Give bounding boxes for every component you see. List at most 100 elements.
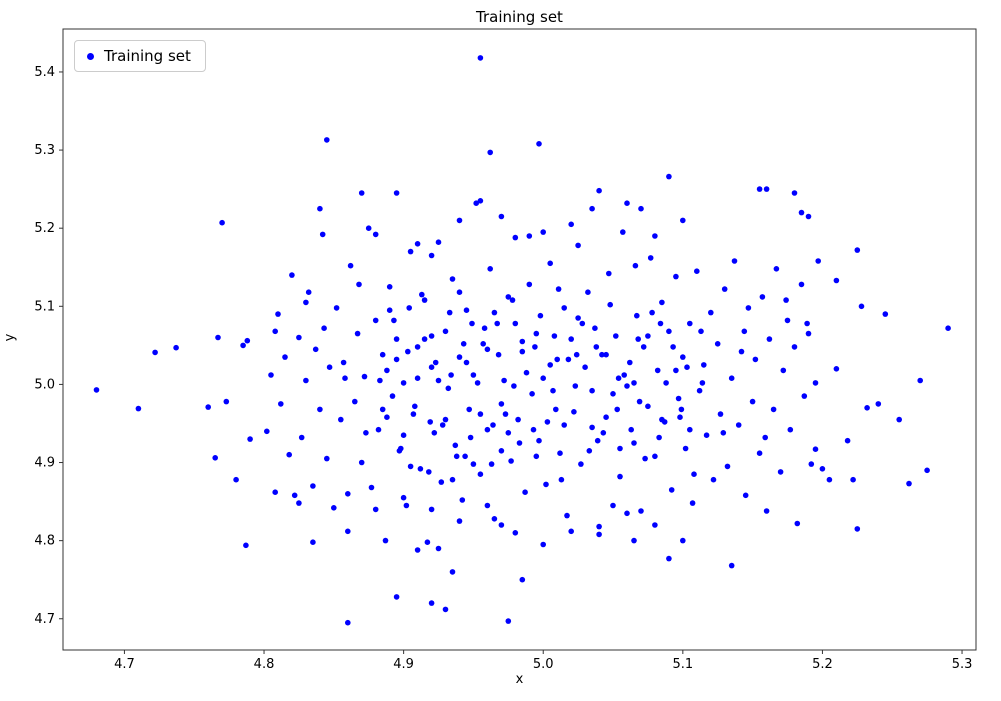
data-point [691,471,697,478]
data-point [652,233,658,239]
data-point [606,270,612,277]
data-point [945,325,951,332]
data-point [536,437,542,444]
data-point [282,354,288,360]
data-point [477,471,484,478]
data-point [642,455,648,462]
data-point [680,217,686,224]
data-point [310,539,316,545]
data-point [345,619,351,626]
data-point [372,317,379,324]
data-point [375,426,382,433]
data-point [763,508,770,514]
data-point [579,320,586,327]
data-point [571,409,577,415]
data-point [498,522,505,528]
data-point [708,309,714,316]
data-point [696,387,703,394]
data-point [812,446,819,453]
data-point [379,351,386,358]
data-point [780,367,787,374]
data-point [721,286,728,292]
data-point [403,502,410,509]
y-tick-label: 4.9 [34,456,55,471]
data-point [594,437,601,444]
data-point [675,395,682,402]
data-point [554,356,560,363]
data-point [529,391,535,397]
data-point [272,328,279,335]
data-point [701,362,707,368]
data-point [621,372,627,378]
x-tick-label: 5.0 [533,657,554,672]
data-point [547,362,553,368]
data-point [613,333,619,339]
data-point [603,351,609,358]
data-point [844,437,851,444]
data-point [833,277,840,284]
data-point [703,432,710,439]
data-point [233,476,239,483]
data-point [628,426,634,433]
data-point [466,406,473,413]
data-point [498,213,505,220]
data-point [512,530,519,536]
data-point [310,483,316,489]
data-point [303,377,309,384]
data-point [358,190,365,196]
data-point [551,333,558,339]
data-point [657,320,664,327]
data-point [428,333,435,339]
x-tick-label: 5.3 [952,657,973,672]
data-point [386,284,393,290]
data-point [398,445,404,452]
data-point [698,328,704,335]
data-point [526,233,533,239]
data-point [442,606,449,613]
x-axis-label: x [515,672,524,687]
data-point [666,173,672,180]
data-point [321,325,327,332]
data-point [582,364,588,371]
data-point [634,312,640,319]
data-point [603,414,609,421]
data-point [502,411,509,417]
data-point [654,367,661,374]
data-point [240,342,246,349]
data-point [752,356,759,363]
data-point [673,273,679,280]
data-point [484,502,491,509]
data-point [511,383,517,389]
data-point [247,436,253,442]
data-point [393,356,400,363]
data-point [647,255,654,261]
data-point [291,492,298,499]
data-point [431,430,438,436]
data-point [414,547,421,553]
data-point [459,497,466,503]
data-point [352,398,358,405]
data-point [561,422,567,428]
data-point [516,440,523,446]
y-tick-label: 5.4 [34,65,55,80]
data-point [777,469,784,475]
data-point [426,469,432,475]
data-point [438,479,445,485]
data-point [680,354,686,360]
data-point [223,398,230,405]
data-point [345,491,351,497]
data-point [617,445,623,452]
data-point [791,190,798,196]
data-point [296,334,302,341]
data-point [405,348,411,355]
data-point [400,380,407,386]
data-point [649,309,655,316]
y-axis-label: y [2,333,18,342]
data-point [882,311,889,317]
data-point [135,405,142,412]
data-point [530,426,537,433]
data-point [484,346,491,353]
data-point [572,383,579,389]
data-point [296,500,302,506]
data-point [319,231,326,238]
